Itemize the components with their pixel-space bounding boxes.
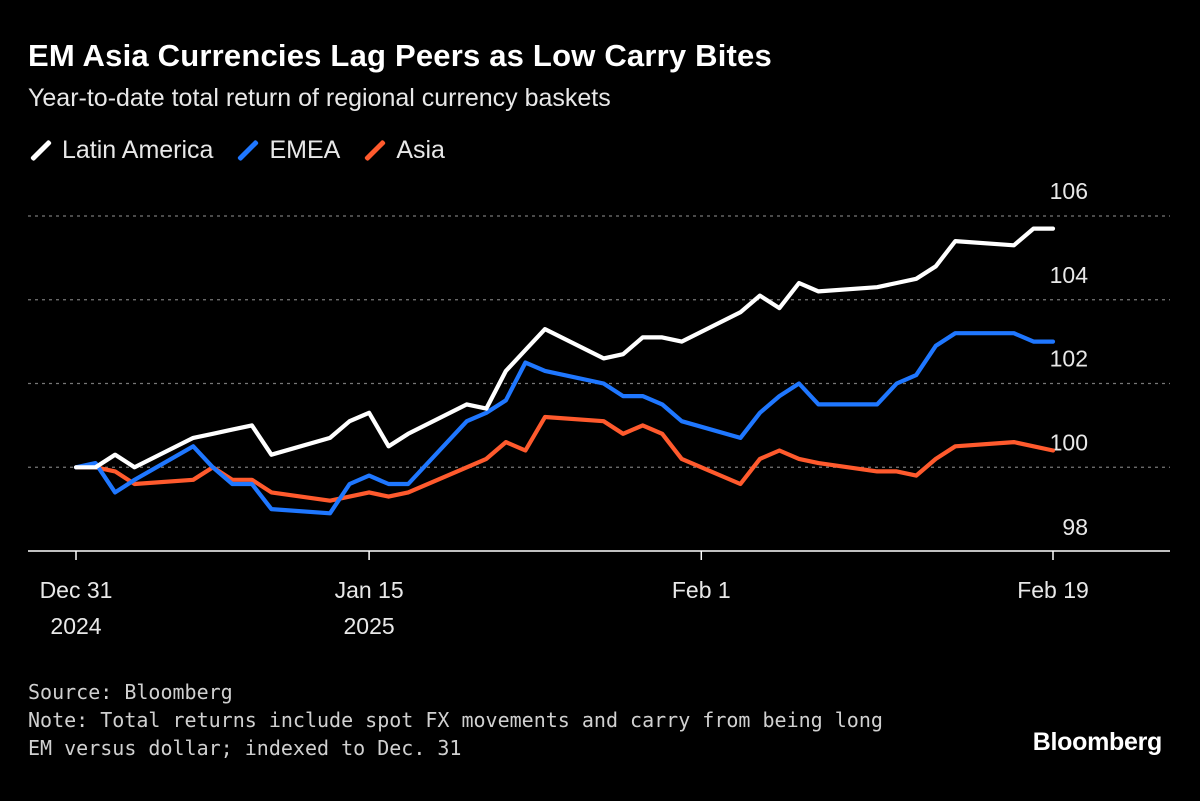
y-tick-label: 98 (1062, 514, 1088, 540)
y-tick-label: 100 (1050, 429, 1088, 455)
series-line-emea (73, 331, 1056, 516)
series-line-latin-america (73, 226, 1056, 470)
bloomberg-logo: Bloomberg (1032, 728, 1163, 756)
x-tick-label-year: 2025 (344, 613, 395, 639)
legend-label-asia: Asia (396, 136, 445, 164)
x-tick-label: Dec 31 (40, 577, 113, 603)
chart-subtitle: Year-to-date total return of regional cu… (28, 84, 611, 112)
x-axis (28, 550, 1170, 560)
y-tick-label: 104 (1050, 262, 1089, 288)
y-axis-labels: 98 100 102 104 106 (1050, 178, 1089, 540)
x-tick-label-year: 2024 (50, 613, 101, 639)
legend-item-latin-america: Latin America (28, 136, 213, 165)
series-lines (73, 226, 1056, 516)
series-line-asia (73, 414, 1056, 503)
legend-label-emea: EMEA (269, 136, 341, 164)
legend-item-emea: EMEA (235, 136, 340, 165)
note-line-1: Note: Total returns include spot FX move… (28, 708, 883, 732)
chart-footer: Source: Bloomberg Note: Total returns in… (28, 678, 988, 762)
x-tick-label: Feb 1 (672, 577, 731, 603)
note-line-2: EM versus dollar; indexed to Dec. 31 (28, 736, 462, 760)
legend-label-latin-america: Latin America (62, 136, 214, 164)
y-tick-label: 102 (1050, 346, 1088, 372)
source-note: Source: Bloomberg (28, 680, 233, 704)
x-tick-label: Feb 19 (1017, 577, 1089, 603)
gridlines (28, 215, 1170, 468)
y-tick-label: 106 (1050, 178, 1088, 204)
x-axis-labels: Dec 31 2024 Jan 15 2025 Feb 1 Feb 19 (40, 577, 1089, 639)
legend-item-asia: Asia (362, 136, 445, 165)
chart-legend: Latin America EMEA Asia (28, 136, 445, 165)
x-tick-label: Jan 15 (335, 577, 404, 603)
chart-title: EM Asia Currencies Lag Peers as Low Carr… (28, 38, 772, 73)
